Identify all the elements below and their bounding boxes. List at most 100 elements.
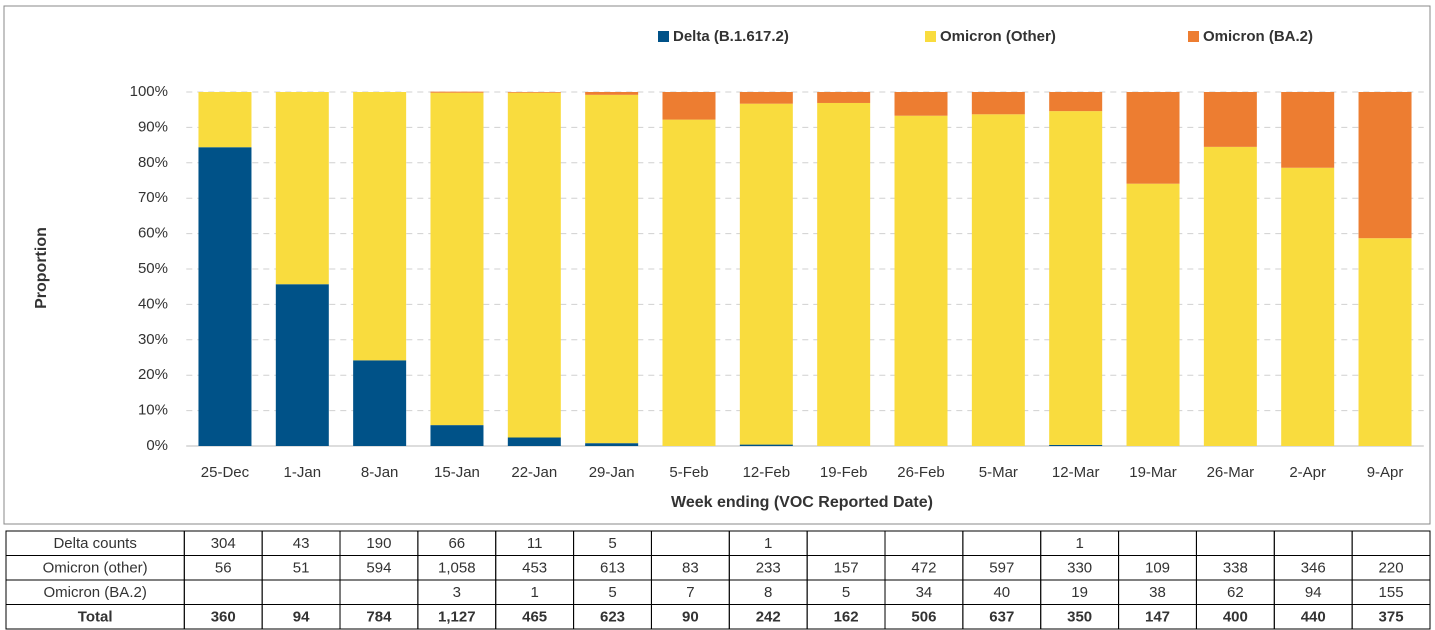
bar-segment (585, 443, 639, 446)
table-value: 453 (522, 560, 547, 577)
bar-segment (198, 92, 252, 148)
table-value: 5 (842, 584, 850, 601)
x-tick-label: 2-Apr (1289, 464, 1326, 481)
bar-segment (430, 425, 484, 446)
x-tick-label: 12-Mar (1052, 464, 1100, 481)
table-cell (261, 579, 341, 605)
table-value: 1 (530, 584, 538, 601)
table-value: 40 (993, 584, 1010, 601)
bar-segment (971, 92, 1025, 115)
table-value: 5 (608, 584, 616, 601)
x-tick-label: 26-Mar (1207, 464, 1255, 481)
bar-segment (1126, 183, 1180, 446)
bar-segment (1049, 92, 1103, 112)
y-tick-label: 10% (138, 402, 168, 419)
bar-segment (1281, 92, 1335, 168)
bar-segment (1126, 92, 1180, 184)
bar-segment (1358, 92, 1412, 239)
table-value: 613 (600, 560, 625, 577)
x-tick-label: 19-Feb (820, 464, 868, 481)
legend-swatch (658, 31, 669, 42)
bar-segment (662, 119, 716, 446)
y-tick-label: 70% (138, 189, 168, 206)
y-tick-label: 90% (138, 118, 168, 135)
table-value: 147 (1145, 609, 1170, 626)
table-value: 346 (1301, 560, 1326, 577)
table-value: 594 (366, 560, 391, 577)
table-cell (1273, 530, 1353, 556)
x-tick-label: 5-Mar (979, 464, 1018, 481)
table-value: 1,127 (438, 609, 476, 626)
table-value: 1 (1075, 535, 1083, 552)
bar-segment (817, 92, 871, 103)
table-cell (1195, 530, 1275, 556)
table-cell (339, 579, 419, 605)
table-value: 94 (1305, 584, 1322, 601)
table-value: 34 (916, 584, 933, 601)
bar-segment (739, 92, 793, 104)
bar-segment (1281, 167, 1335, 447)
bar-segment (275, 284, 329, 446)
bar-segment (1203, 146, 1257, 446)
table-value: 637 (989, 609, 1014, 626)
x-tick-label: 12-Feb (743, 464, 791, 481)
y-tick-label: 30% (138, 331, 168, 348)
bar-segment (1358, 238, 1412, 446)
table-value: 400 (1223, 609, 1248, 626)
row-label: Omicron (BA.2) (43, 584, 146, 601)
table-value: 5 (608, 535, 616, 552)
bar-segment (585, 92, 639, 95)
y-axis-title: Proportion (33, 227, 50, 309)
legend-swatch (925, 31, 936, 42)
table-value: 11 (527, 535, 543, 552)
table-value: 109 (1145, 560, 1170, 577)
y-tick-label: 20% (138, 366, 168, 383)
table-cell (962, 530, 1042, 556)
table-value: 155 (1379, 584, 1404, 601)
bar-segment (894, 92, 948, 116)
bar-segment (430, 91, 484, 93)
table-value: 233 (756, 560, 781, 577)
bar-segment (971, 114, 1025, 446)
legend-label: Omicron (Other) (940, 28, 1056, 45)
table-value: 1 (764, 535, 772, 552)
table-value: 162 (834, 609, 859, 626)
y-tick-label: 60% (138, 225, 168, 242)
x-tick-label: 25-Dec (201, 464, 250, 481)
table-value: 338 (1223, 560, 1248, 577)
table-value: 38 (1149, 584, 1166, 601)
x-tick-label: 29-Jan (589, 464, 635, 481)
bar-segment (662, 92, 716, 120)
table-value: 56 (215, 560, 232, 577)
table-cell (1351, 604, 1431, 630)
x-tick-label: 1-Jan (284, 464, 322, 481)
table-value: 51 (293, 560, 310, 577)
bar-segment (507, 92, 561, 438)
table-value: 472 (911, 560, 936, 577)
x-tick-label: 22-Jan (511, 464, 557, 481)
row-label: Delta counts (53, 535, 136, 552)
table-value: 350 (1067, 609, 1092, 626)
bar-segment (739, 444, 793, 446)
bar-segment (275, 92, 329, 285)
table-value: 43 (293, 535, 310, 552)
table-value: 62 (1227, 584, 1244, 601)
table-value: 440 (1301, 609, 1326, 626)
table-value: 66 (448, 535, 465, 552)
x-tick-label: 5-Feb (669, 464, 708, 481)
table-value: 3 (453, 584, 461, 601)
y-tick-label: 80% (138, 154, 168, 171)
bar-segment (894, 115, 948, 446)
bar-segment (353, 360, 407, 446)
table-value: 375 (1379, 609, 1404, 626)
bar-segment (1049, 444, 1103, 446)
x-tick-label: 9-Apr (1367, 464, 1404, 481)
x-tick-label: 15-Jan (434, 464, 480, 481)
table-value: 597 (989, 560, 1014, 577)
x-tick-label: 26-Feb (897, 464, 945, 481)
y-tick-label: 40% (138, 295, 168, 312)
row-label: Omicron (other) (43, 560, 148, 577)
table-value: 83 (682, 560, 699, 577)
table-cell (1118, 530, 1197, 556)
y-tick-label: 0% (146, 437, 168, 454)
